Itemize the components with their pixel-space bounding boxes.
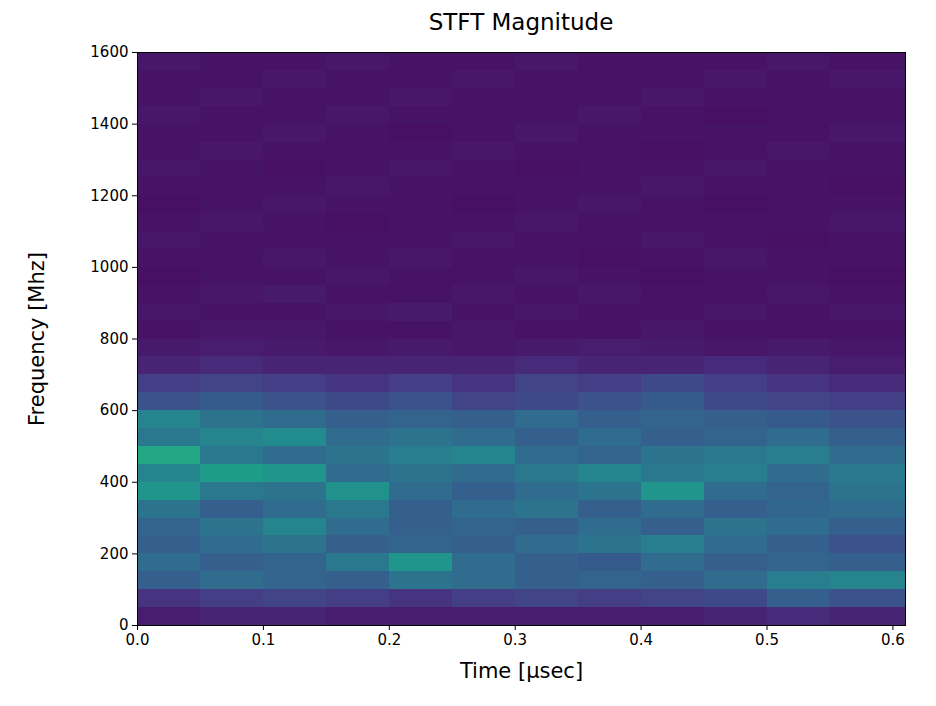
html-text:STFT Magnitude: STFT Magnitude (428, 9, 614, 35)
svg-text:0: 0 (119, 616, 129, 634)
svg-text:1000: 1000 (90, 258, 128, 276)
svg-text:0.6: 0.6 (881, 631, 905, 649)
svg-text:1200: 1200 (90, 187, 128, 205)
svg-text:200: 200 (100, 545, 129, 563)
svg-text:0.5: 0.5 (755, 631, 779, 649)
svg-text:Time [μsec]: Time [μsec] (459, 659, 583, 683)
svg-text:0.1: 0.1 (251, 631, 275, 649)
svg-text:1600: 1600 (90, 44, 128, 61)
svg-text:800: 800 (100, 330, 129, 348)
svg-text:Frequency [Mhz]: Frequency [Mhz] (25, 252, 49, 426)
svg-text:0.0: 0.0 (126, 631, 150, 649)
svg-text:0.3: 0.3 (503, 631, 527, 649)
svg-text:0.2: 0.2 (377, 631, 401, 649)
svg-text:0.4: 0.4 (629, 631, 653, 649)
svg-text:1400: 1400 (90, 115, 128, 133)
svg-text:600: 600 (100, 401, 129, 419)
svg-text:400: 400 (100, 473, 129, 491)
